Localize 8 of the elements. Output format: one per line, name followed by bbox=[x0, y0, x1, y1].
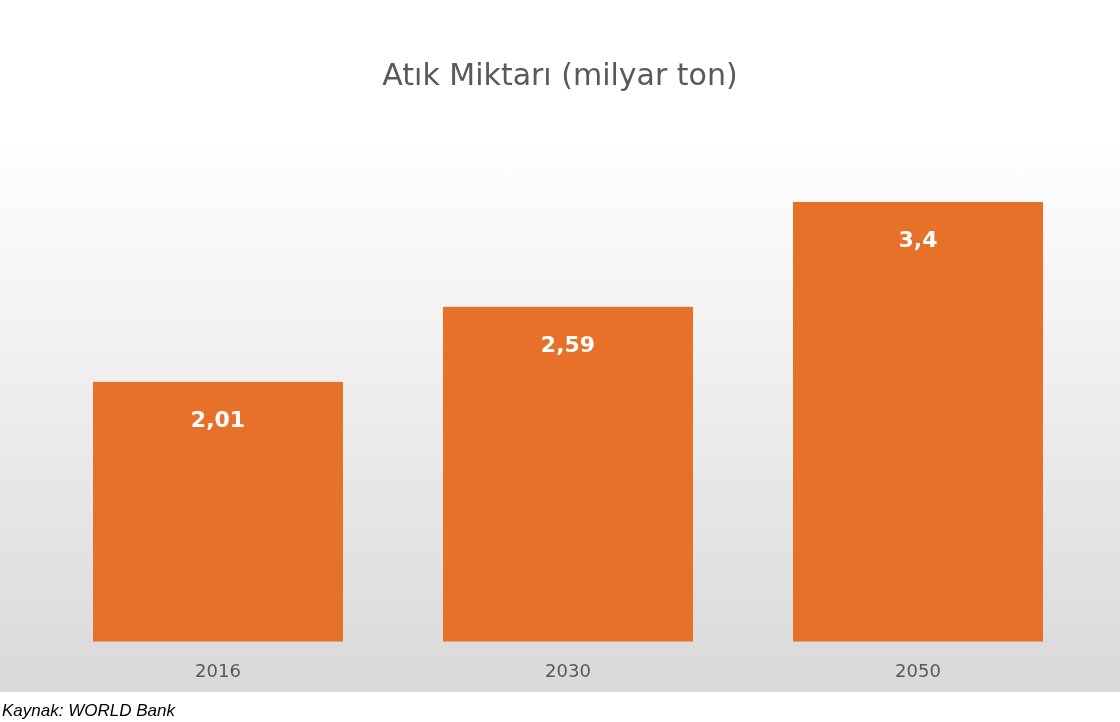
data-label: 2,59 bbox=[540, 331, 596, 357]
text: Kaynak: WORLD Bank bbox=[2, 701, 177, 720]
data-label: 3,4 bbox=[898, 227, 938, 252]
x-tick-label: 2050 bbox=[895, 660, 941, 681]
data-label: 2,01 bbox=[190, 406, 246, 432]
chart-title: Atık Miktarı (milyar ton) bbox=[382, 57, 738, 92]
x-tick-label: 2016 bbox=[195, 660, 241, 681]
x-tick-label: 2030 bbox=[545, 660, 591, 681]
